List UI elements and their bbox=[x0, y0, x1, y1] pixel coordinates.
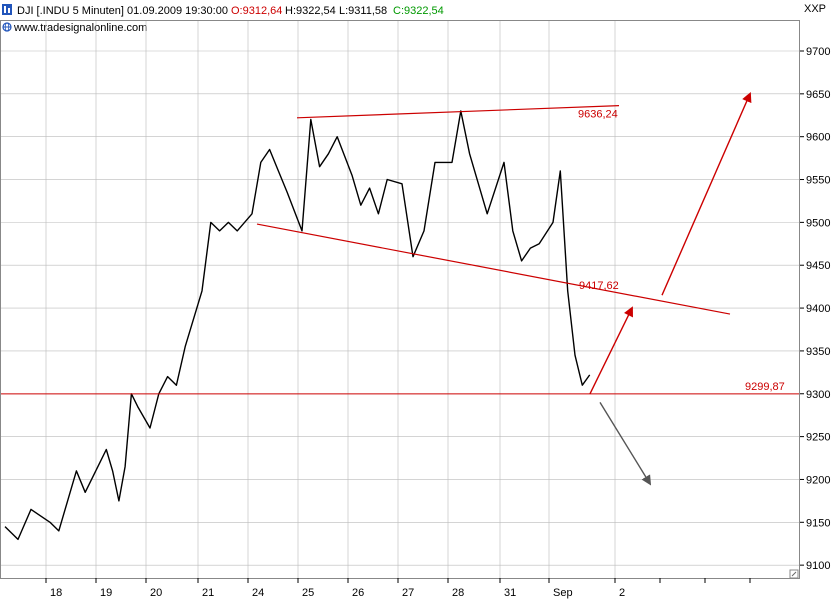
x-tick-label: 24 bbox=[252, 587, 264, 599]
watermark-row: www.tradesignalonline.com bbox=[2, 22, 147, 34]
y-tick-label: 9350 bbox=[806, 346, 830, 358]
y-tick-label: 9250 bbox=[806, 432, 830, 444]
down-arrow-icon bbox=[599, 401, 652, 486]
chart-low: L:9311,58 bbox=[339, 5, 387, 17]
series-line-dji bbox=[4, 110, 591, 541]
x-tick-label: 18 bbox=[50, 587, 62, 599]
resize-grip-icon[interactable] bbox=[789, 569, 799, 579]
y-tick-label: 9400 bbox=[806, 303, 830, 315]
resistance-trendline bbox=[296, 105, 620, 119]
x-tick-label: 27 bbox=[402, 587, 414, 599]
x-tick-label: 31 bbox=[504, 587, 516, 599]
y-tick-label: 9150 bbox=[806, 517, 830, 529]
x-tick-label: 2 bbox=[619, 587, 625, 599]
chart-symbol: DJI [.INDU 5 Minuten] 01.09.2009 19:30:0… bbox=[17, 5, 228, 17]
x-tick-label: 25 bbox=[302, 587, 314, 599]
up-arrow-icon bbox=[661, 92, 752, 296]
y-tick-label: 9200 bbox=[806, 474, 830, 486]
y-tick-label: 9650 bbox=[806, 89, 830, 101]
watermark: www.tradesignalonline.com bbox=[13, 22, 147, 34]
globe-icon bbox=[2, 22, 12, 32]
falling-trendline-label: 9417,62 bbox=[579, 280, 619, 292]
chart-close: C:9322,54 bbox=[393, 5, 444, 17]
x-tick-label: Sep bbox=[553, 587, 573, 599]
corner-label: XXP bbox=[804, 3, 826, 15]
y-tick-label: 9450 bbox=[806, 260, 830, 272]
x-tick-label: 21 bbox=[202, 587, 214, 599]
y-tick-label: 9100 bbox=[806, 560, 830, 572]
y-tick-label: 9500 bbox=[806, 217, 830, 229]
x-tick-label: 26 bbox=[352, 587, 364, 599]
chart-high: H:9322,54 bbox=[285, 5, 336, 17]
falling-trendline bbox=[256, 223, 731, 315]
x-tick-label: 19 bbox=[100, 587, 112, 599]
y-tick-label: 9600 bbox=[806, 132, 830, 144]
chart-open: O:9312,64 bbox=[231, 5, 282, 17]
y-tick-label: 9550 bbox=[806, 175, 830, 187]
resistance-trendline-label: 9636,24 bbox=[578, 109, 618, 121]
y-tick-label: 9700 bbox=[806, 46, 830, 58]
up-arrow-icon bbox=[589, 306, 633, 395]
x-tick-label: 28 bbox=[452, 587, 464, 599]
x-tick-label: 20 bbox=[150, 587, 162, 599]
header-row: DJI [.INDU 5 Minuten] 01.09.2009 19:30:0… bbox=[2, 3, 826, 17]
support-level-label: 9299,87 bbox=[745, 381, 785, 393]
chart-menu-icon[interactable] bbox=[2, 4, 12, 15]
y-tick-label: 9300 bbox=[806, 389, 830, 401]
